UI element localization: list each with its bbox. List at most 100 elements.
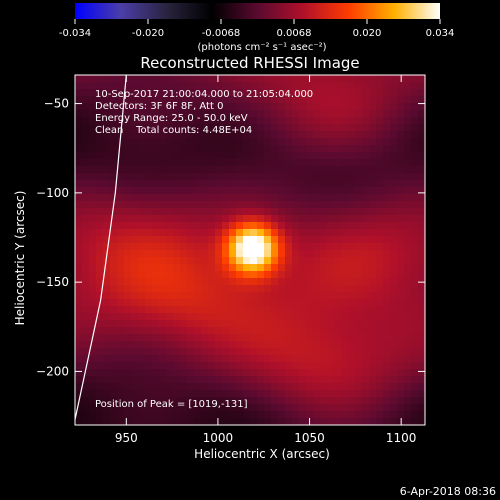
heatmap-cell bbox=[236, 355, 244, 363]
heatmap-cell bbox=[110, 229, 118, 237]
heatmap-cell bbox=[404, 362, 412, 370]
heatmap-cell bbox=[138, 271, 146, 279]
heatmap-cell bbox=[369, 257, 377, 265]
heatmap-cell bbox=[222, 201, 230, 209]
heatmap-cell bbox=[348, 264, 356, 272]
heatmap-cell bbox=[264, 124, 272, 132]
heatmap-cell bbox=[334, 124, 342, 132]
heatmap-cell bbox=[383, 124, 391, 132]
heatmap-cell bbox=[159, 292, 167, 300]
heatmap-cell bbox=[75, 376, 83, 384]
heatmap-cell bbox=[257, 215, 265, 223]
heatmap-cell bbox=[82, 369, 90, 377]
heatmap-cell bbox=[208, 299, 216, 307]
heatmap-cell bbox=[348, 215, 356, 223]
heatmap-cell bbox=[397, 229, 405, 237]
heatmap-cell bbox=[180, 327, 188, 335]
colorbar-tick-label: 0.034 bbox=[426, 28, 455, 39]
heatmap-cell bbox=[96, 159, 104, 167]
heatmap-cell bbox=[89, 131, 97, 139]
heatmap-cell bbox=[257, 110, 265, 118]
heatmap-cell bbox=[320, 138, 328, 146]
heatmap-cell bbox=[75, 194, 83, 202]
heatmap-cell bbox=[390, 236, 398, 244]
heatmap-cell bbox=[194, 173, 202, 181]
heatmap-cell bbox=[208, 376, 216, 384]
heatmap-cell bbox=[138, 138, 146, 146]
heatmap-cell bbox=[334, 313, 342, 321]
heatmap-cell bbox=[82, 264, 90, 272]
heatmap-cell bbox=[369, 208, 377, 216]
heatmap-cell bbox=[313, 194, 321, 202]
heatmap-cell bbox=[208, 243, 216, 251]
heatmap-cell bbox=[75, 390, 83, 398]
heatmap-cell bbox=[397, 376, 405, 384]
heatmap-cell bbox=[383, 285, 391, 293]
heatmap-cell bbox=[313, 236, 321, 244]
heatmap-cell bbox=[313, 96, 321, 104]
heatmap-cell bbox=[362, 369, 370, 377]
plot-frame bbox=[74, 74, 426, 426]
heatmap-cell bbox=[390, 383, 398, 391]
heatmap-cell bbox=[152, 138, 160, 146]
heatmap-cell bbox=[201, 103, 209, 111]
heatmap-cell bbox=[320, 341, 328, 349]
heatmap-cell bbox=[390, 348, 398, 356]
heatmap-cell bbox=[390, 75, 398, 83]
heatmap-cell bbox=[75, 292, 83, 300]
heatmap-cell bbox=[257, 229, 265, 237]
heatmap-cell bbox=[292, 348, 300, 356]
heatmap-cell bbox=[201, 194, 209, 202]
heatmap-cell bbox=[292, 82, 300, 90]
heatmap-cell bbox=[236, 110, 244, 118]
heatmap-cell bbox=[341, 362, 349, 370]
heatmap-cell bbox=[110, 138, 118, 146]
heatmap-cell bbox=[222, 390, 230, 398]
heatmap-cell bbox=[138, 173, 146, 181]
heatmap-cell bbox=[313, 159, 321, 167]
heatmap-cell bbox=[348, 236, 356, 244]
heatmap-cell bbox=[159, 215, 167, 223]
heatmap-cell bbox=[173, 369, 181, 377]
heatmap-cell bbox=[341, 376, 349, 384]
heatmap-cell bbox=[327, 397, 335, 405]
heatmap-cell bbox=[222, 348, 230, 356]
heatmap-cell bbox=[404, 257, 412, 265]
heatmap-cell bbox=[383, 229, 391, 237]
heatmap-cell bbox=[152, 89, 160, 97]
heatmap-cell bbox=[376, 103, 384, 111]
heatmap-cell bbox=[271, 89, 279, 97]
heatmap-cell bbox=[383, 131, 391, 139]
heatmap-cell bbox=[166, 229, 174, 237]
heatmap-cell bbox=[355, 82, 363, 90]
heatmap-cell bbox=[194, 131, 202, 139]
heatmap-cell bbox=[173, 173, 181, 181]
heatmap-cell bbox=[194, 208, 202, 216]
heatmap-cell bbox=[390, 411, 398, 419]
heatmap-cell bbox=[397, 404, 405, 412]
heatmap-cell bbox=[243, 264, 251, 272]
heatmap-cell bbox=[222, 166, 230, 174]
heatmap-cell bbox=[292, 278, 300, 286]
heatmap-cell bbox=[117, 75, 125, 83]
heatmap-cell bbox=[362, 376, 370, 384]
heatmap-cell bbox=[103, 152, 111, 160]
heatmap-cell bbox=[194, 152, 202, 160]
heatmap-cell bbox=[362, 110, 370, 118]
heatmap-cell bbox=[166, 75, 174, 83]
heatmap-cell bbox=[271, 369, 279, 377]
heatmap-cell bbox=[138, 180, 146, 188]
heatmap-cell bbox=[145, 327, 153, 335]
heatmap-cell bbox=[145, 152, 153, 160]
heatmap-cell bbox=[264, 313, 272, 321]
heatmap-cell bbox=[194, 229, 202, 237]
heatmap-cell bbox=[334, 159, 342, 167]
heatmap-cell bbox=[404, 243, 412, 251]
heatmap-cell bbox=[201, 187, 209, 195]
heatmap-cell bbox=[418, 334, 425, 342]
heatmap-cell bbox=[243, 194, 251, 202]
heatmap-cell bbox=[159, 222, 167, 230]
heatmap-cell bbox=[369, 411, 377, 419]
heatmap-cell bbox=[271, 124, 279, 132]
heatmap-cell bbox=[82, 82, 90, 90]
